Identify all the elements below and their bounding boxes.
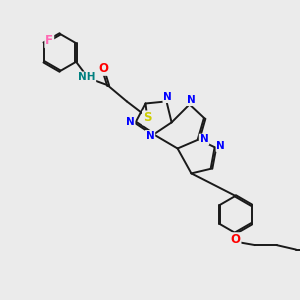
Text: N: N xyxy=(216,141,225,151)
Text: N: N xyxy=(126,117,135,128)
Text: NH: NH xyxy=(78,72,95,82)
Text: F: F xyxy=(45,34,53,47)
Text: O: O xyxy=(99,62,109,75)
Text: N: N xyxy=(163,92,172,102)
Text: N: N xyxy=(187,95,196,105)
Text: O: O xyxy=(230,233,241,246)
Text: N: N xyxy=(200,134,208,145)
Text: N: N xyxy=(146,131,154,141)
Text: S: S xyxy=(143,111,152,124)
